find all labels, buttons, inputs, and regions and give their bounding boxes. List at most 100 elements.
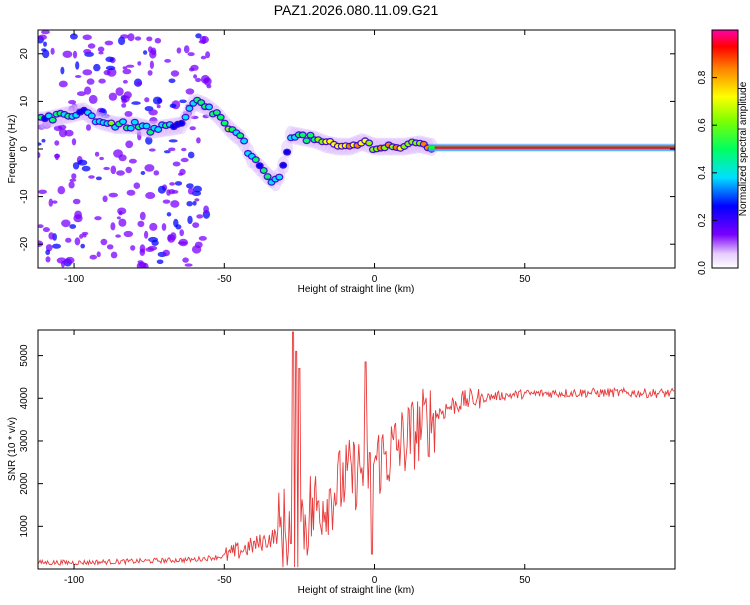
noise-blob — [122, 79, 128, 84]
noise-blob — [149, 117, 158, 124]
noise-blob — [139, 211, 146, 221]
noise-blob — [192, 222, 200, 229]
noise-blob — [38, 224, 44, 229]
noise-blob — [187, 151, 195, 159]
noise-blob — [58, 128, 68, 138]
noise-blob — [41, 30, 50, 35]
noise-blob — [122, 68, 132, 75]
noise-blob — [149, 60, 154, 69]
noise-blob — [68, 181, 75, 189]
noise-blob — [110, 222, 116, 231]
noise-blob — [170, 200, 180, 208]
ridge-core — [299, 132, 306, 138]
noise-blob — [76, 91, 86, 97]
noise-blob — [143, 50, 148, 55]
noise-blob — [196, 214, 204, 219]
ridge-core — [155, 127, 161, 132]
noise-blob — [189, 126, 196, 131]
noise-blob — [198, 236, 207, 241]
snr-ticks: -100 -50 0 50 1000 2000 3000 4000 5000 — [19, 330, 675, 586]
noise-blob — [94, 151, 100, 157]
spectrogram-content — [38, 30, 675, 268]
noise-blob — [174, 181, 183, 186]
noise-blob — [181, 147, 187, 152]
noise-blob — [195, 33, 202, 39]
noise-blob — [42, 227, 50, 233]
ridge-core — [206, 104, 212, 110]
spectrogram-xtick-label: 50 — [519, 274, 531, 285]
noise-blob — [149, 49, 157, 59]
spectrogram-noise — [38, 30, 212, 268]
snr-plot: -100 -50 0 50 1000 2000 3000 4000 5000 Height of… — [7, 329, 676, 596]
ridge-band-core — [434, 146, 675, 149]
noise-blob — [127, 33, 135, 42]
noise-blob — [169, 182, 176, 186]
snr-ylabel: SNR (10 * v/v) — [7, 417, 18, 481]
ridge-core — [214, 110, 220, 115]
ridge-core — [276, 174, 283, 180]
ridge-core — [366, 140, 372, 146]
ridge-core — [253, 157, 259, 162]
noise-blob — [72, 50, 78, 59]
figure-title: PAZ1.2026.080.11.09.G21 — [274, 2, 439, 18]
noise-blob — [193, 74, 198, 79]
noise-blob — [179, 99, 187, 104]
noise-blob — [148, 148, 156, 152]
noise-blob — [118, 218, 127, 227]
noise-blob — [154, 37, 162, 44]
noise-blob — [186, 183, 194, 189]
noise-blob — [86, 78, 95, 85]
noise-blob — [147, 70, 153, 76]
noise-blob — [186, 201, 193, 207]
noise-blob — [106, 244, 114, 250]
noise-blob — [170, 70, 180, 77]
noise-blob — [125, 140, 134, 149]
noise-blob — [42, 49, 50, 59]
noise-blob — [86, 124, 91, 131]
ridge-core — [132, 120, 138, 125]
ridge-core — [182, 115, 189, 120]
noise-blob — [144, 97, 150, 103]
spectrogram-xlabel: Height of straight line (km) — [298, 284, 415, 295]
noise-blob — [69, 178, 77, 182]
noise-blob — [137, 220, 145, 228]
noise-blob — [176, 47, 182, 54]
ridge-core — [217, 115, 224, 120]
noise-blob — [69, 224, 77, 229]
ridge-core — [237, 133, 243, 138]
noise-blob — [151, 239, 159, 246]
noise-blob — [193, 185, 202, 193]
noise-blob — [148, 109, 158, 116]
noise-blob — [190, 115, 199, 120]
noise-blob — [178, 172, 184, 176]
noise-blob — [98, 51, 104, 55]
noise-blob — [38, 142, 42, 146]
colorbar-gradient — [711, 29, 739, 269]
noise-blob — [75, 61, 80, 70]
noise-blob — [144, 230, 149, 239]
noise-blob — [64, 129, 74, 137]
ridge-core — [284, 149, 290, 155]
colorbar-tick-label: 0.8 — [697, 70, 708, 84]
noise-blob — [81, 165, 91, 172]
noise-blob — [108, 192, 119, 198]
noise-blob — [110, 165, 117, 175]
noise-blob — [105, 56, 114, 63]
noise-blob — [105, 65, 116, 71]
ridge-core — [307, 133, 314, 138]
noise-blob — [183, 45, 190, 54]
noise-blob — [54, 153, 60, 161]
noise-blob — [166, 212, 172, 217]
spectral-ridge — [38, 93, 675, 192]
noise-blob — [137, 131, 142, 141]
noise-blob — [161, 223, 167, 231]
noise-blob — [87, 43, 96, 49]
noise-blob — [116, 216, 121, 220]
snr-xtick-label: 50 — [519, 575, 531, 586]
noise-blob — [168, 78, 176, 84]
noise-blob — [172, 161, 181, 167]
noise-blob — [58, 124, 67, 130]
colorbar-label: Normalized spectral amplitude — [738, 81, 749, 216]
noise-blob — [77, 159, 88, 166]
ridge-core — [178, 121, 185, 126]
